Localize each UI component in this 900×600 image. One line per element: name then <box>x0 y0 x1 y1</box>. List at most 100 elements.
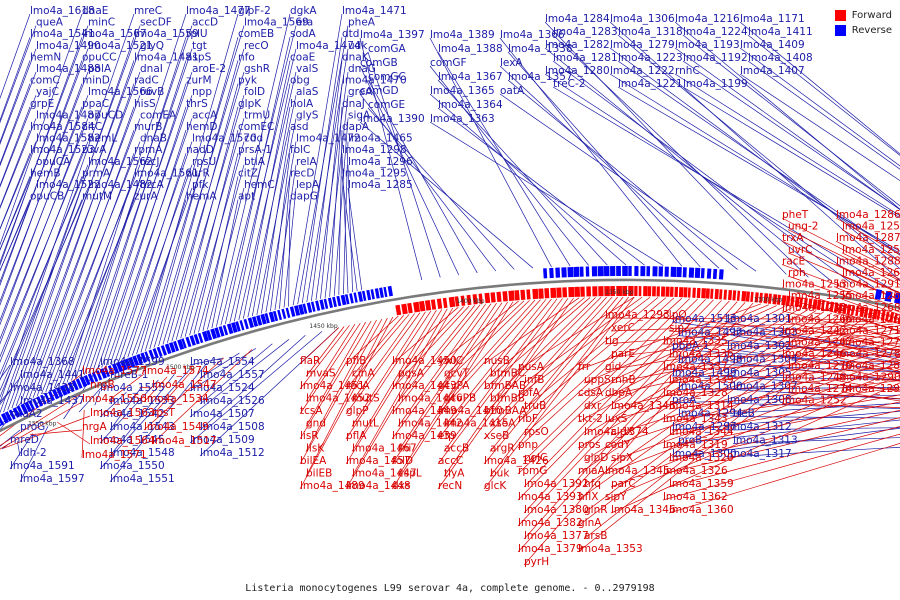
forward-feature <box>622 286 628 297</box>
gene-label: rpmG <box>518 465 547 477</box>
gene-label: lmo4a_1509 <box>190 434 255 446</box>
gene-label: folD <box>244 86 265 98</box>
leader-line <box>0 187 89 392</box>
reverse-feature <box>235 321 241 332</box>
gene-label: opuCD <box>88 109 123 121</box>
gene-label: lmo4a_1533 <box>110 395 175 407</box>
gene-label: comGF <box>430 57 467 69</box>
gene-label: lmo4a_1318 <box>618 26 683 38</box>
reverse-feature <box>268 311 275 323</box>
reverse-feature <box>361 290 367 302</box>
forward-feature <box>634 286 638 297</box>
reverse-feature <box>136 353 144 365</box>
gene-label: hemN <box>30 51 61 63</box>
reverse-feature <box>344 294 350 305</box>
leader-line <box>0 118 89 340</box>
forward-feature <box>568 286 575 298</box>
leader-line <box>151 366 196 417</box>
gene-label: recO <box>244 40 269 52</box>
gene-label: coaE <box>290 51 315 63</box>
leader-line <box>726 446 900 458</box>
gene-label: bilEB <box>306 468 332 480</box>
leader-line <box>220 25 297 326</box>
gene-label: lmo4a_1597 <box>20 473 85 485</box>
gene-label: mreD <box>10 434 39 446</box>
reverse-feature <box>206 329 213 341</box>
leader-line <box>109 385 143 431</box>
leader-line <box>15 71 141 407</box>
leader-line <box>682 34 900 207</box>
leader-line <box>662 317 900 340</box>
gene-label: lmo4a_1393 <box>518 491 583 503</box>
reverse-feature <box>156 346 163 358</box>
gene-label: flaR <box>300 355 320 367</box>
leader-line <box>0 118 37 209</box>
leader-line <box>517 296 635 371</box>
reverse-feature <box>374 288 380 299</box>
gene-label: lmo4a_1246 <box>782 348 847 360</box>
gene-label: mvaS <box>306 368 336 380</box>
gene-label: glnA <box>578 517 602 529</box>
gene-label: mutM <box>82 191 112 203</box>
reverse-feature <box>103 366 111 378</box>
genome-backbone <box>0 278 900 433</box>
gene-label: lmo4a_1357 <box>508 71 573 83</box>
reverse-feature <box>173 340 180 352</box>
gene-label: lmo4a_1550 <box>100 460 165 472</box>
gene-label: lmo4a_1295 <box>342 167 407 179</box>
reverse-feature <box>148 349 155 361</box>
gene-label: glpK <box>238 98 262 110</box>
gene-label: lisR <box>300 430 319 442</box>
forward-feature <box>876 309 881 321</box>
gene-label: treC-2 <box>553 78 585 90</box>
leader-line <box>0 95 37 188</box>
reverse-feature <box>87 373 95 384</box>
reverse-feature <box>706 268 712 279</box>
gene-label: comEA <box>140 109 177 121</box>
leader-line <box>577 309 809 449</box>
gene-label: polA <box>88 63 112 75</box>
gene-label: lmo4a_1171 <box>740 13 805 25</box>
gene-label: tkt-2 <box>578 413 603 425</box>
leader-line <box>517 302 746 553</box>
gene-label: proB <box>678 435 702 447</box>
reverse-feature <box>243 318 249 330</box>
leader-line <box>96 95 193 370</box>
forward-feature <box>665 286 670 297</box>
gene-label: dgkA <box>290 5 317 17</box>
leader-line <box>617 60 900 256</box>
leader-line <box>583 308 801 436</box>
gene-label: glcK <box>484 480 507 492</box>
reverse-feature <box>189 335 196 346</box>
gene-label: lepA <box>296 179 320 191</box>
forward-feature <box>484 292 491 304</box>
leader-line <box>610 328 900 384</box>
gene-label: sipY <box>605 491 627 503</box>
leader-line <box>577 307 793 423</box>
leader-line <box>668 354 900 358</box>
gene-label: lmo4a_1287 <box>836 232 900 244</box>
leader-line <box>437 300 530 390</box>
leader-line <box>483 296 635 490</box>
gene-label: citZ <box>238 167 258 179</box>
reverse-feature <box>277 309 283 321</box>
gene-label: pfk <box>192 179 209 191</box>
leader-line <box>0 387 91 446</box>
gene-label: lmo4a_1487 <box>36 109 101 121</box>
gene-label: murB <box>134 121 162 133</box>
leader-line <box>483 297 591 390</box>
leader-line <box>305 324 356 402</box>
leader-line <box>604 317 871 320</box>
gene-label: lexA <box>500 57 523 69</box>
gene-label: recA <box>346 380 370 392</box>
leader-line <box>583 312 833 488</box>
gene-label: lmo4a_1360 <box>669 504 734 516</box>
gene-label: lmo4a_1328 <box>663 387 728 399</box>
leader-line <box>0 416 11 431</box>
gene-label: lmo4a_1345 <box>605 465 670 477</box>
gene-label: lmo4a_1477 <box>186 5 251 17</box>
gene-label: lmo4a_1248 <box>782 371 847 383</box>
gene-label: lmo4a_1439 <box>392 430 457 442</box>
gene-label: lmo4a_1471 <box>342 5 407 17</box>
leader-line <box>499 65 720 269</box>
